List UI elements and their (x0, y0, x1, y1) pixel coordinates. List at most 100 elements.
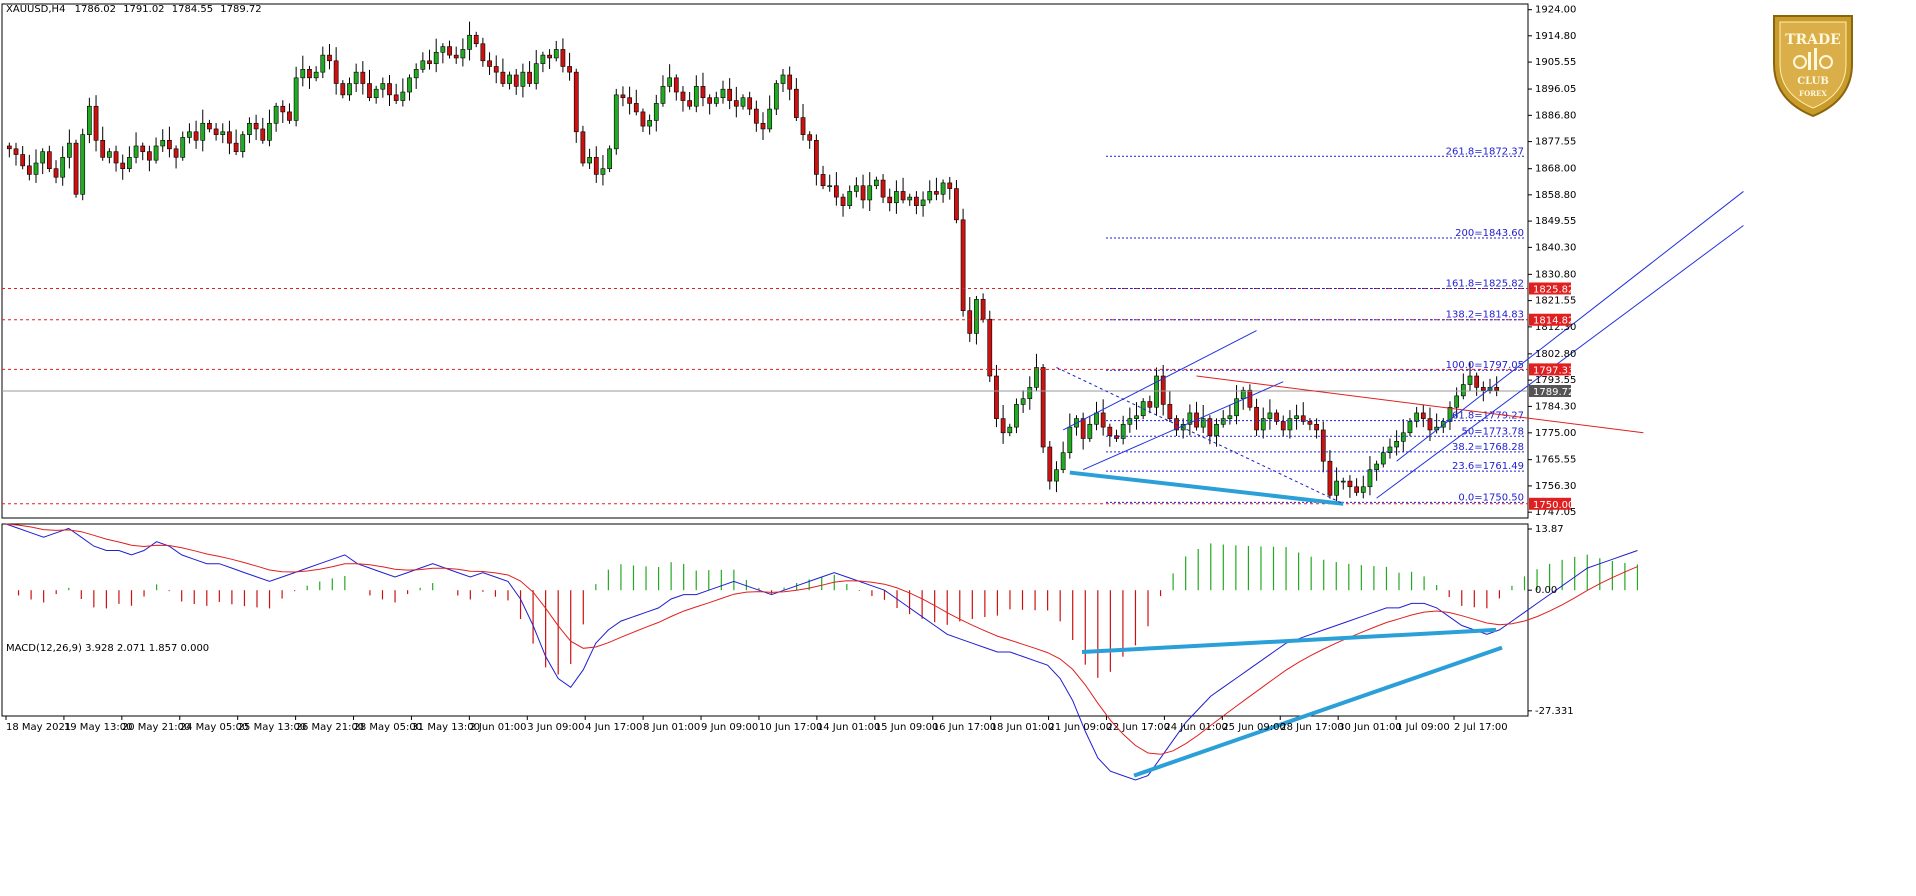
candle-body (247, 122, 252, 135)
candle-body (153, 145, 159, 161)
candle-body (687, 100, 693, 107)
fib-level-label: 38.2=1768.28 (1452, 442, 1524, 453)
fib-level-label: 23.6=1761.49 (1452, 461, 1524, 472)
candle-body (633, 103, 639, 113)
candle-body (580, 131, 586, 164)
candle-body (607, 148, 612, 170)
candle-body (840, 196, 846, 206)
candle-body (1214, 423, 1219, 436)
fib-level-label: 50=1773.78 (1462, 426, 1524, 437)
candle-body (307, 69, 312, 79)
candle-body (527, 71, 532, 84)
candle-body (1414, 412, 1419, 422)
candle-body (713, 97, 719, 104)
time-tick-label: 26 May 21:00 (296, 722, 365, 733)
candle-body (900, 191, 906, 201)
candle-body (440, 46, 446, 53)
candle-body (653, 103, 659, 121)
candle-body (1227, 415, 1233, 419)
candle-body (620, 94, 626, 99)
candle-body (733, 100, 739, 107)
candle-body (73, 142, 79, 195)
candle-body (240, 134, 246, 152)
candle-body (1320, 429, 1326, 462)
candle-body (1340, 480, 1346, 483)
time-tick-label: 16 Jun 17:00 (933, 722, 997, 733)
price-tick-label: 1914.80 (1535, 31, 1576, 42)
candle-body (513, 74, 519, 87)
candle-body (660, 86, 666, 104)
candle-body (80, 134, 86, 195)
candle-body (867, 185, 873, 201)
candle-body (1454, 395, 1460, 408)
gridlines (1, 3, 1529, 717)
logo-line3: FOREX (1799, 89, 1827, 98)
candle-body (773, 83, 779, 110)
candle-body (1240, 389, 1246, 400)
channel-lower-line (1082, 381, 1284, 471)
candle-body (1427, 418, 1433, 431)
candle-body (1127, 418, 1133, 425)
candle-body (493, 66, 499, 73)
candle-body (1154, 375, 1159, 408)
time-tick-label: 10 Jun 17:00 (759, 722, 823, 733)
candle-body (433, 51, 439, 64)
candle-body (1094, 412, 1099, 425)
candle-body (647, 120, 652, 127)
candle-body (887, 196, 893, 204)
candle-body (167, 140, 172, 150)
candle-body (33, 162, 39, 175)
candle-body (53, 168, 59, 178)
candle-body (1020, 398, 1026, 405)
ohlc-open: 1786.02 (75, 4, 116, 15)
candle-body (673, 77, 679, 93)
time-tick-label: 28 May 05:00 (354, 722, 423, 733)
candle-body (1100, 412, 1106, 428)
candle-body (1387, 446, 1393, 453)
candle-body (1307, 421, 1313, 425)
price-tick-label: 1858.80 (1535, 190, 1576, 201)
rising-channel-lower-line (1376, 225, 1744, 499)
candle-body (753, 108, 759, 124)
candle-body (834, 185, 839, 198)
price-tag-label: 1825.82 (1533, 284, 1574, 295)
candle-body (1254, 406, 1259, 431)
candle-body (133, 145, 139, 158)
time-tick-label: 25 Jun 09:00 (1222, 722, 1286, 733)
candle-body (367, 83, 372, 99)
candle-body (193, 131, 199, 141)
time-tick-label: 22 Jun 17:00 (1106, 722, 1170, 733)
candle-body (854, 185, 859, 192)
candle-body (1007, 426, 1013, 434)
price-tick-label: 1849.55 (1535, 216, 1576, 227)
candle-body (1047, 446, 1053, 482)
price-tag (1529, 313, 1571, 326)
fib-level-label: 61.8=1779.27 (1452, 411, 1524, 422)
candle-body (740, 97, 746, 107)
candle-body (93, 105, 99, 141)
candle-body (860, 185, 866, 201)
axes: 1924.00 1914.80 1905.55 1896.05 1886.80 1877.… (5, 5, 1576, 733)
price-tick-label: 1840.30 (1535, 242, 1576, 253)
candle-body (280, 105, 286, 113)
price-tick-label: 1905.55 (1535, 57, 1576, 68)
candle-body (934, 191, 939, 195)
candle-body (160, 140, 166, 147)
candle-body (1207, 418, 1213, 436)
candle-body (46, 151, 52, 170)
candle-body (1220, 418, 1226, 425)
chart-header: XAUUSD,H4 1786.02 1791.02 1784.55 1789.7… (6, 4, 262, 15)
candle-body (1474, 375, 1480, 388)
price-tag-label: 1789.72 (1533, 387, 1574, 398)
price-tag (1529, 363, 1571, 376)
candle-body (1287, 418, 1293, 431)
candle-body (1067, 426, 1073, 453)
candle-body (680, 91, 686, 101)
candle-body (373, 88, 379, 99)
candle-body (320, 54, 326, 73)
price-tick-label: 1793.55 (1535, 375, 1576, 386)
fib-level-label: 261.8=1872.37 (1446, 146, 1524, 157)
time-tick-label: 9 Jun 09:00 (701, 722, 758, 733)
ohlc-low: 1784.55 (172, 4, 213, 15)
price-tag (1529, 497, 1571, 510)
